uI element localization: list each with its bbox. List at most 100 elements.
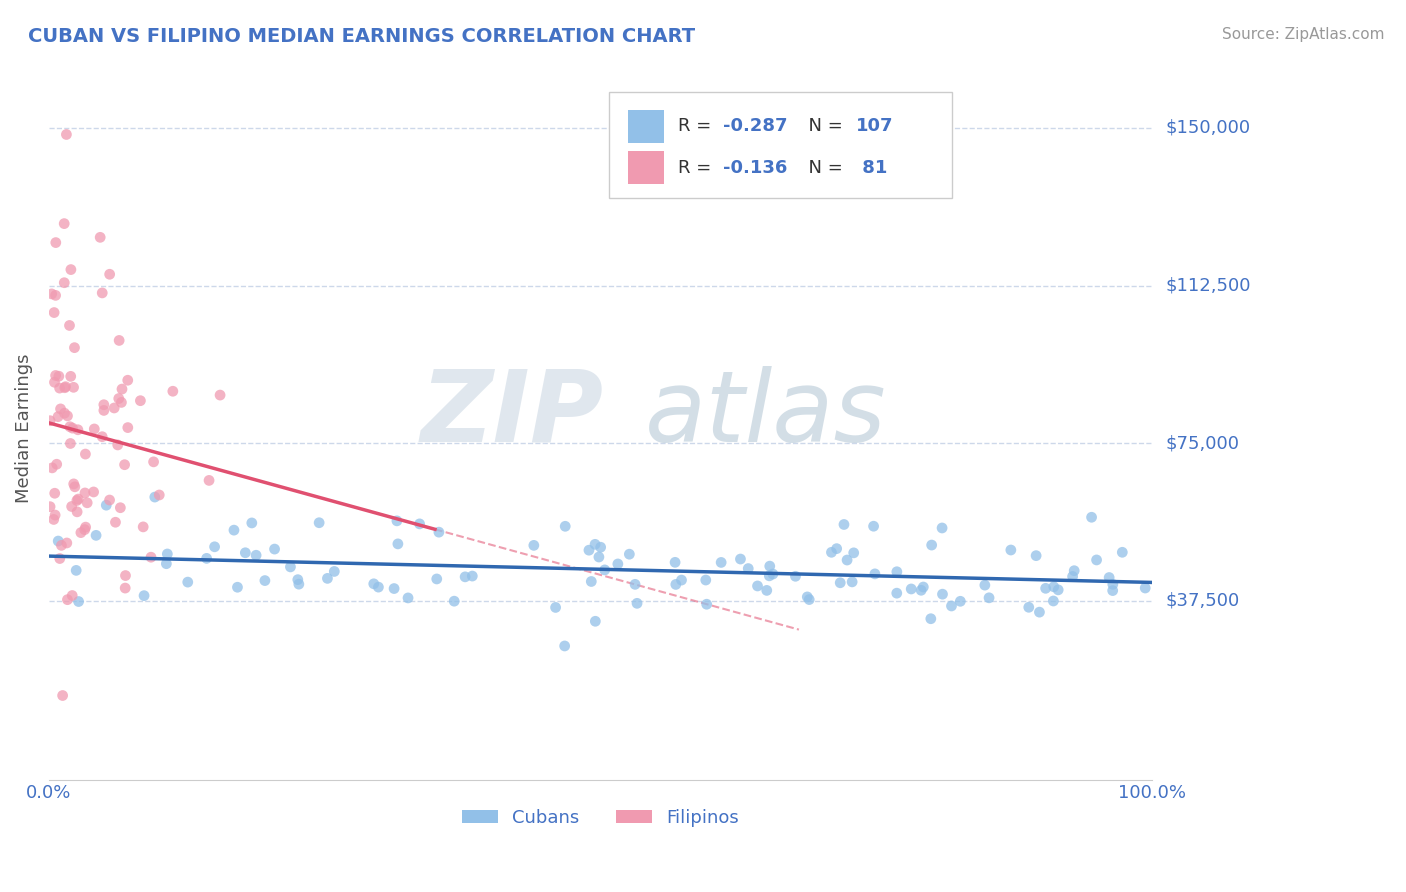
Point <box>45 457 67 471</box>
Point <box>148 488 170 502</box>
Point <box>53 381 76 395</box>
Point <box>75 447 97 461</box>
Point <box>55 128 77 142</box>
Point <box>60 589 83 603</box>
Point <box>710 556 733 570</box>
Point <box>1098 570 1121 584</box>
Point <box>44 508 66 522</box>
Point <box>427 525 450 540</box>
Point <box>48 369 70 384</box>
Point <box>117 373 139 387</box>
Point <box>832 517 855 532</box>
Point <box>53 217 76 231</box>
Point <box>581 574 603 589</box>
Y-axis label: Median Earnings: Median Earnings <box>15 354 32 503</box>
Point <box>758 569 780 583</box>
Point <box>114 458 136 472</box>
Point <box>841 574 863 589</box>
Point <box>56 536 79 550</box>
Point <box>382 582 405 596</box>
Point <box>132 589 155 603</box>
Point <box>39 500 62 514</box>
Point <box>96 498 118 512</box>
Point <box>114 568 136 582</box>
Point <box>544 600 567 615</box>
Point <box>62 476 84 491</box>
Point <box>107 438 129 452</box>
Point <box>59 262 82 277</box>
Point <box>695 573 717 587</box>
Text: 107: 107 <box>856 118 894 136</box>
Point <box>408 516 430 531</box>
Point <box>426 572 449 586</box>
Point <box>796 590 818 604</box>
Point <box>886 565 908 579</box>
Point <box>280 560 302 574</box>
Point <box>59 419 82 434</box>
Point <box>835 553 858 567</box>
Point <box>554 639 576 653</box>
Point <box>89 230 111 244</box>
Point <box>198 474 221 488</box>
Point <box>758 559 780 574</box>
Point <box>1025 549 1047 563</box>
Text: -0.136: -0.136 <box>723 159 787 177</box>
Point <box>209 388 232 402</box>
Point <box>62 421 84 435</box>
Text: R =: R = <box>678 118 717 136</box>
Point <box>91 285 114 300</box>
Point <box>62 380 84 394</box>
Point <box>59 436 82 450</box>
Point <box>920 612 942 626</box>
Point <box>785 569 807 583</box>
Point <box>820 545 842 559</box>
Text: R =: R = <box>678 159 717 177</box>
Point <box>619 547 641 561</box>
Point <box>863 566 886 581</box>
Point <box>129 393 152 408</box>
Point <box>98 493 121 508</box>
Point <box>41 286 63 301</box>
Point <box>104 515 127 529</box>
Point <box>93 403 115 417</box>
Point <box>73 523 96 537</box>
Point <box>583 537 606 551</box>
Point <box>56 592 79 607</box>
Point <box>73 486 96 500</box>
Point <box>70 525 93 540</box>
Point <box>910 583 932 598</box>
Point <box>886 586 908 600</box>
Point <box>664 555 686 569</box>
Point <box>1111 545 1133 559</box>
Point <box>973 578 995 592</box>
Point <box>606 557 628 571</box>
Point <box>63 480 86 494</box>
Point <box>363 576 385 591</box>
Point <box>240 516 263 530</box>
Point <box>308 516 330 530</box>
Point <box>107 392 129 406</box>
Point <box>263 542 285 557</box>
Point <box>84 528 107 542</box>
Point <box>44 376 66 390</box>
Point <box>1101 577 1123 591</box>
Point <box>83 485 105 500</box>
Point <box>98 267 121 281</box>
Point <box>67 594 90 608</box>
Point <box>977 591 1000 605</box>
Text: $150,000: $150,000 <box>1166 119 1250 136</box>
Text: $75,000: $75,000 <box>1166 434 1239 452</box>
Point <box>46 534 69 549</box>
Point <box>39 414 62 428</box>
Point <box>1085 553 1108 567</box>
Point <box>385 514 408 528</box>
Point <box>461 569 484 583</box>
Point <box>941 599 963 613</box>
Point <box>75 520 97 534</box>
Point <box>45 235 67 250</box>
Point <box>55 380 77 394</box>
Point <box>755 583 778 598</box>
Point <box>41 461 63 475</box>
Point <box>195 551 218 566</box>
Point <box>1018 600 1040 615</box>
